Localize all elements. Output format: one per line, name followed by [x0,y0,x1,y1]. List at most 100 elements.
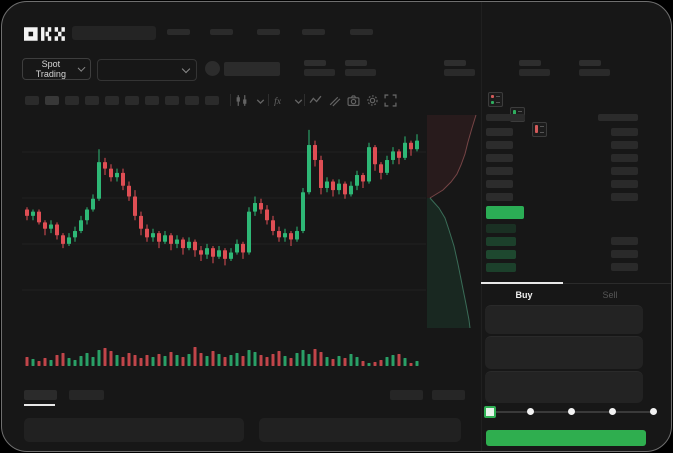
volume-bar [211,351,215,366]
bid-price-skeleton[interactable] [486,224,516,233]
bottom-tab-active-skeleton[interactable] [24,390,57,400]
market-type-selector[interactable]: Spot Trading [22,58,91,80]
bid-amount-skeleton[interactable] [611,237,638,245]
orderbook-asks-icon[interactable] [532,122,547,137]
slider-stop[interactable] [649,408,657,415]
nav-item-skeleton[interactable] [350,29,373,35]
candle-body [223,250,227,259]
bid-amount-skeleton[interactable] [611,250,638,258]
tabbar-divider [481,283,671,284]
candle-body [361,175,365,182]
orderbook-trade-panel [481,2,671,451]
candle-body [265,209,269,221]
volume-bar [313,349,317,366]
candle-body [37,211,41,223]
chevron-down-icon[interactable] [292,95,305,108]
timeframe-button-skeleton[interactable] [145,96,159,105]
volume-bar [337,356,341,366]
bid-price-skeleton[interactable] [486,250,516,259]
slider-stop[interactable] [567,408,575,415]
volume-bar [379,360,383,366]
indicator-fx-icon[interactable]: fx [273,94,286,107]
chart-type-icon[interactable] [235,94,248,107]
pair-selector-dropdown[interactable] [97,59,197,81]
stat-value-skeleton [345,69,376,76]
candle-body [403,142,407,158]
candle-body [343,183,347,195]
volume-bar [85,353,89,366]
ask-amount-skeleton[interactable] [611,193,638,201]
bottom-action-skeleton[interactable] [432,390,465,400]
settings-gear-icon[interactable] [366,94,379,107]
ask-price-skeleton[interactable] [486,167,513,175]
nav-item-skeleton[interactable] [167,29,190,35]
ask-amount-skeleton[interactable] [611,154,638,162]
candle-body [61,235,65,244]
draw-icon[interactable] [328,94,341,107]
line-style-icon[interactable] [309,94,322,107]
slider-stop[interactable] [608,408,616,415]
timeframe-button-skeleton[interactable] [185,96,199,105]
timeframe-button-skeleton[interactable] [45,96,59,105]
volume-bar [187,354,191,366]
timeframe-button-skeleton[interactable] [25,96,39,105]
buy-submit-button[interactable] [486,430,646,446]
timeframe-button-skeleton[interactable] [65,96,79,105]
candle-body [103,162,107,169]
search-input[interactable] [72,26,156,40]
nav-item-skeleton[interactable] [302,29,325,35]
volume-bar [265,357,269,366]
candle-body [139,215,143,229]
ask-amount-skeleton[interactable] [611,141,638,149]
timeframe-button-skeleton[interactable] [165,96,179,105]
tab-sell[interactable]: Sell [602,290,618,300]
slider-handle[interactable] [484,406,496,418]
okx-logo-icon [24,27,65,41]
volume-bar [223,357,227,366]
ask-price-skeleton[interactable] [486,193,513,201]
ask-price-skeleton[interactable] [486,141,513,149]
volume-bar [271,354,275,366]
nav-item-skeleton[interactable] [210,29,233,35]
orderbook-last-price[interactable] [486,206,524,219]
timeframe-button-skeleton[interactable] [205,96,219,105]
fullscreen-icon[interactable] [384,94,397,107]
okx-logo [24,27,66,41]
slider-stop[interactable] [526,408,534,415]
bottom-action-skeleton[interactable] [390,390,423,400]
volume-bar [277,351,281,366]
nav-item-skeleton[interactable] [257,29,280,35]
depth-bids-area [427,198,470,328]
volume-bar [307,354,311,366]
stat-value-skeleton [444,69,475,76]
order-total-field[interactable] [485,371,643,403]
chevron-down-icon [77,64,86,72]
camera-icon[interactable] [347,94,360,107]
order-amount-field[interactable] [485,336,643,369]
ask-price-skeleton[interactable] [486,128,513,136]
bottom-tab-skeleton[interactable] [69,390,104,400]
ask-amount-skeleton[interactable] [611,128,638,136]
orderbook-combined-icon[interactable] [488,92,503,107]
timeframe-button-skeleton[interactable] [105,96,119,105]
volume-bar [169,352,173,366]
ask-amount-skeleton[interactable] [611,167,638,175]
tab-buy[interactable]: Buy [515,290,533,300]
volume-bar [349,354,353,366]
candle-body [355,175,359,186]
bid-price-skeleton[interactable] [486,263,516,272]
order-price-field[interactable] [485,305,643,334]
timeframe-button-skeleton[interactable] [125,96,139,105]
chevron-down-icon[interactable] [254,95,267,108]
bid-price-skeleton[interactable] [486,237,516,246]
ask-price-skeleton[interactable] [486,180,513,188]
price-chart[interactable] [20,108,480,368]
volume-bar [181,357,185,366]
bid-amount-skeleton[interactable] [611,263,638,271]
candle-body [217,250,221,257]
volume-bar [217,354,221,366]
ask-amount-skeleton[interactable] [611,180,638,188]
ask-price-skeleton[interactable] [486,154,513,162]
timeframe-button-skeleton[interactable] [85,96,99,105]
footer-panel-left [24,418,244,442]
